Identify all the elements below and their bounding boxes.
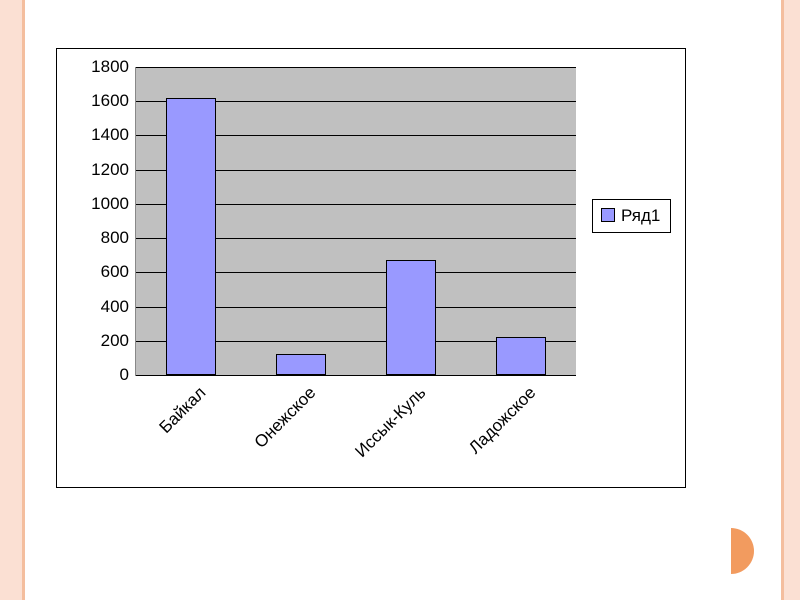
y-tick-label: 1000	[69, 194, 129, 214]
legend: Ряд1	[592, 199, 671, 233]
legend-swatch	[601, 208, 615, 222]
corner-decoration-icon	[708, 528, 754, 574]
x-tick-label: Онежское	[251, 383, 321, 453]
chart-container: Ряд1 0 200 400 600 800 1000 1200 1400 1600 1800 Ба…	[56, 48, 686, 488]
bar	[496, 337, 546, 376]
y-tick-label: 1800	[69, 57, 129, 77]
y-tick-label: 200	[69, 331, 129, 351]
bar	[276, 354, 326, 375]
y-tick-label: 600	[69, 262, 129, 282]
gridline	[136, 375, 576, 376]
x-tick-label: Иссык-Куль	[351, 383, 430, 462]
y-tick-label: 1400	[69, 125, 129, 145]
y-tick-label: 1200	[69, 160, 129, 180]
y-tick-label: 400	[69, 297, 129, 317]
x-tick-label: Байкал	[155, 383, 210, 438]
legend-label: Ряд1	[621, 206, 660, 225]
bar	[166, 98, 216, 375]
y-tick-label: 0	[69, 365, 129, 385]
y-tick-label: 1600	[69, 91, 129, 111]
y-tick-label: 800	[69, 228, 129, 248]
plot-area	[135, 67, 576, 376]
bar	[386, 260, 436, 375]
gridline	[136, 67, 576, 68]
x-tick-label: Ладожское	[465, 383, 540, 458]
